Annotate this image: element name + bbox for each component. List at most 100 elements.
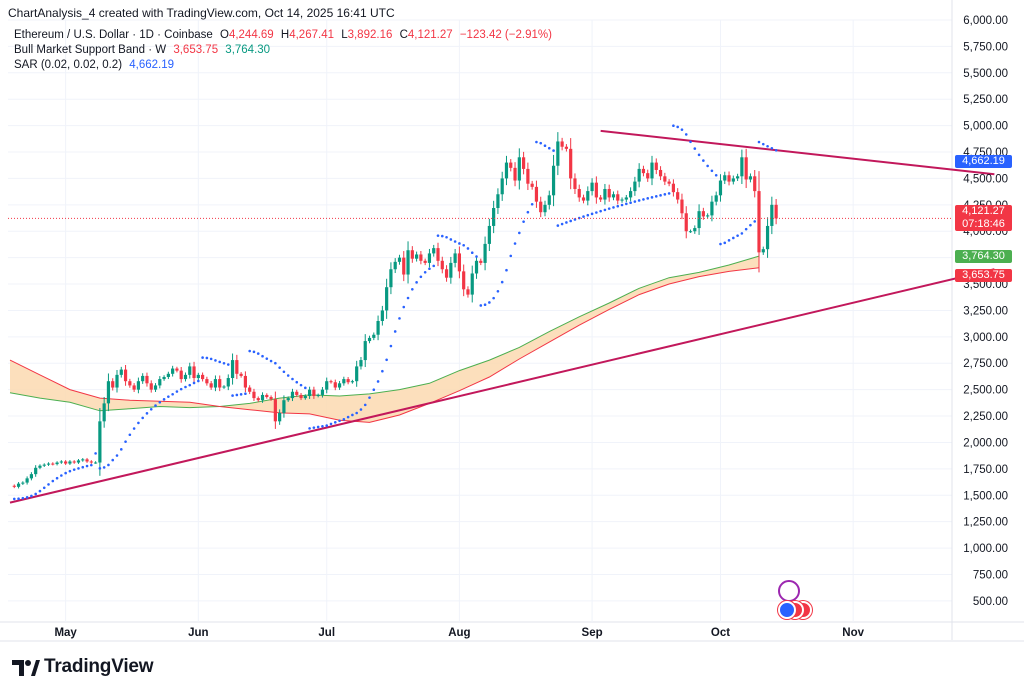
candle-body (235, 360, 239, 374)
candle-body (389, 269, 393, 288)
candle-body (637, 168, 641, 182)
sar-dot (167, 395, 170, 398)
candle-body (320, 389, 325, 395)
sar-dot (423, 271, 427, 274)
candle-body (222, 386, 226, 388)
legend-symbol-row[interactable]: Ethereum / U.S. Dollar · 1D · Coinbase O… (14, 29, 556, 41)
sar-dot (428, 267, 431, 271)
y-tick-label: 500.00 (973, 596, 1008, 608)
sar-dot (770, 146, 774, 150)
sar-dot (603, 208, 607, 212)
candle-body (55, 462, 59, 465)
candle-body (196, 374, 200, 379)
sar-dot (616, 204, 620, 208)
candle-body (34, 467, 38, 475)
candle-body (380, 310, 384, 321)
sar-dot (179, 387, 183, 391)
chart-credit: ChartAnalysis_4 created with TradingView… (8, 6, 395, 20)
candle-body (286, 398, 290, 401)
sar-dot (239, 393, 243, 396)
candle-body (393, 261, 397, 270)
sar-dot (201, 356, 204, 359)
candle-body (483, 243, 487, 263)
us-flag-icon[interactable] (778, 601, 796, 619)
candle-body (684, 213, 688, 232)
sar-dot (368, 396, 371, 399)
candle-body (500, 178, 504, 195)
sar-dot (522, 220, 525, 223)
sar-dot (749, 223, 752, 227)
y-tick-label: 1,250.00 (963, 517, 1008, 529)
candle-body (355, 366, 359, 382)
sar-dot (620, 203, 624, 207)
sar-dot (304, 386, 307, 390)
sar-dot (25, 496, 29, 499)
candle-body (128, 381, 132, 386)
x-tick-label: Aug (448, 627, 470, 639)
last-price-tag: 4,121.27 07:18:46 (955, 205, 1012, 232)
candle-body (248, 387, 252, 392)
sar-dot (47, 483, 50, 486)
sar-dot (475, 255, 478, 258)
candle-body (633, 181, 637, 192)
sar-dot (12, 497, 16, 501)
sar-dot (565, 221, 568, 224)
candle-body (115, 374, 119, 388)
candle-body (479, 260, 483, 263)
sar-dot (535, 140, 538, 144)
candle-body (573, 178, 577, 189)
candle-body (706, 215, 710, 217)
y-tick-label: 2,000.00 (963, 437, 1008, 449)
sar-dot (539, 141, 543, 145)
candle-body (770, 204, 774, 226)
candle-body (119, 369, 123, 375)
sar-dot (702, 159, 705, 162)
change-value: −123.42 (−2.91%) (459, 29, 552, 41)
band-upper-price-tag: 3,764.30 (955, 249, 1012, 263)
candle-body (744, 157, 748, 180)
candle-body (16, 483, 21, 487)
candle-body (188, 366, 192, 375)
sar-dot (757, 140, 761, 144)
sar-dot (637, 199, 641, 202)
sar-dot (376, 380, 380, 383)
sar-dot (590, 212, 594, 216)
sar-dot (385, 358, 388, 362)
close-label: C (399, 29, 408, 41)
sar-dot (753, 220, 757, 223)
candle-body (213, 379, 218, 388)
sar-dot (111, 458, 115, 462)
event-icon-dividends[interactable] (778, 580, 800, 602)
candle-body (312, 389, 316, 396)
candle-body (308, 389, 312, 396)
candle-body (141, 375, 145, 382)
sar-dot (684, 133, 688, 136)
sar-dot (184, 385, 187, 389)
tradingview-logo[interactable]: TradingView (10, 656, 154, 678)
band-lower-value: 3,653.75 (173, 44, 219, 56)
candle-body (145, 375, 149, 384)
candle-body (774, 204, 778, 219)
candle-body (106, 381, 111, 404)
sar-dot (744, 227, 748, 231)
legend-sar-row[interactable]: SAR (0.02, 0.02, 0.2) 4,662.19 (14, 59, 178, 71)
sar-dot (398, 317, 401, 320)
candle-body (76, 460, 81, 463)
sar-price-tag: 4,662.19 (955, 154, 1012, 168)
candle-body (594, 182, 598, 198)
sar-dot (453, 240, 457, 243)
candle-body (474, 260, 479, 274)
y-tick-label: 6,000.00 (963, 15, 1008, 27)
legend-band-row[interactable]: Bull Market Support Band · W 3,653.75 3,… (14, 44, 274, 56)
band-fill (10, 256, 759, 423)
sar-dot (291, 377, 294, 381)
candle-body (765, 225, 770, 250)
sar-dot (316, 425, 320, 429)
sar-dot (94, 452, 97, 455)
sar-dot (449, 238, 453, 241)
candle-body (462, 271, 466, 290)
sar-dot (479, 304, 483, 307)
x-tick-label: Sep (582, 627, 603, 639)
candle-body (547, 195, 551, 205)
